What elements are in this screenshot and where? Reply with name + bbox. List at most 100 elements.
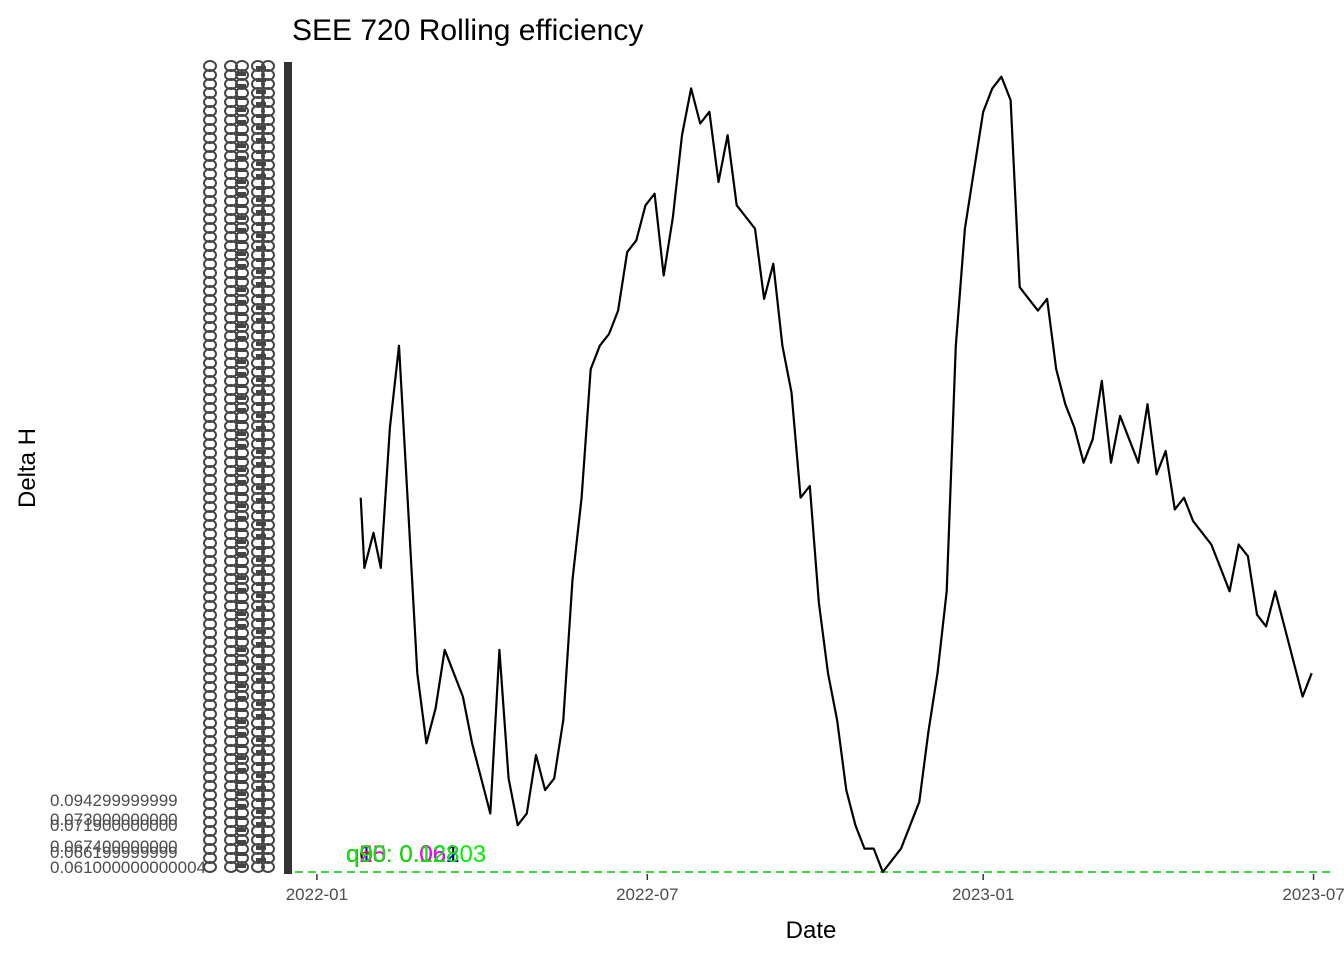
y-tick-label: 0.094299999999 xyxy=(50,791,178,810)
y-overlap-glyph xyxy=(236,600,246,604)
quantile-annotation: q90: 0.12803 xyxy=(346,841,486,868)
y-tick-label: 0.066199999999 xyxy=(50,843,178,862)
y-overlap-glyph xyxy=(256,486,266,490)
y-overlap-glyph xyxy=(236,576,246,580)
y-overlap-glyph xyxy=(236,372,246,376)
x-tick-label: 2022-07 xyxy=(616,885,678,904)
y-overlap-glyph xyxy=(256,222,266,226)
y-overlap-glyph xyxy=(236,792,246,796)
y-overlap-glyph xyxy=(256,666,266,670)
y-overlap-glyph xyxy=(256,306,266,310)
y-overlap-glyph xyxy=(236,756,246,760)
y-overlap-glyph xyxy=(256,798,266,802)
y-overlap-glyph xyxy=(256,690,266,694)
y-overlap-glyph xyxy=(256,426,266,430)
y-overlap-glyph xyxy=(256,342,266,346)
y-overlap-glyph xyxy=(256,414,266,418)
y-tick-label: 0.073000000000 xyxy=(50,810,178,829)
y-overlap-glyph xyxy=(236,468,246,472)
y-tick-label: 0.067400000000 xyxy=(50,837,178,856)
y-overlap-glyph xyxy=(236,744,246,748)
y-overlap-glyph xyxy=(256,318,266,322)
y-overlap-glyph xyxy=(236,156,246,160)
y-overlap-glyph xyxy=(256,66,266,70)
y-overlap-glyph xyxy=(256,270,266,274)
x-axis-label: Date xyxy=(786,917,837,944)
y-overlap-glyph xyxy=(236,816,246,820)
y-overlap-glyph xyxy=(256,618,266,622)
y-overlap-glyph xyxy=(256,654,266,658)
y-overlap-glyph xyxy=(236,264,246,268)
y-overlap-glyph xyxy=(256,774,266,778)
y-overlap-glyph xyxy=(236,612,246,616)
y-overlap-glyph xyxy=(256,210,266,214)
y-overlap-glyph xyxy=(256,858,266,862)
y-overlap-glyph xyxy=(236,768,246,772)
y-overlap-glyph xyxy=(236,456,246,460)
y-overlap-glyph xyxy=(236,204,246,208)
y-overlap-glyph xyxy=(256,234,266,238)
y-overlap-glyph xyxy=(256,162,266,166)
x-tick-label: 2023-07 xyxy=(1282,885,1344,904)
y-overlap-glyph xyxy=(256,258,266,262)
y-overlap-glyph xyxy=(256,354,266,358)
y-overlap-glyph xyxy=(236,384,246,388)
y-axis-label: Delta H xyxy=(14,428,41,508)
y-overlap-glyph xyxy=(256,186,266,190)
y-overlap-glyph xyxy=(236,648,246,652)
y-overlap-glyph xyxy=(256,582,266,586)
y-overlap-glyph xyxy=(236,444,246,448)
y-overlap-glyph xyxy=(236,396,246,400)
y-overlap-glyph xyxy=(256,702,266,706)
y-overlap-glyph xyxy=(236,564,246,568)
y-overlap-glyph xyxy=(256,642,266,646)
y-overlap-glyph xyxy=(236,360,246,364)
y-overlap-glyph xyxy=(236,864,246,868)
y-overlap-glyph xyxy=(236,732,246,736)
y-overlap-glyph xyxy=(256,390,266,394)
y-overlap-glyph xyxy=(256,606,266,610)
y-overlap-glyph xyxy=(256,534,266,538)
y-overlap-glyph xyxy=(236,348,246,352)
y-overlap-glyph xyxy=(256,102,266,106)
y-overlap-glyph xyxy=(236,684,246,688)
y-overlap-glyph xyxy=(256,138,266,142)
y-overlap-glyph xyxy=(256,126,266,130)
y-overlap-glyph xyxy=(256,402,266,406)
y-overlap-glyph xyxy=(236,420,246,424)
y-overlap-glyph xyxy=(236,552,246,556)
y-overlap-glyph xyxy=(256,738,266,742)
y-overlap-glyph xyxy=(236,540,246,544)
y-axis-ticks xyxy=(284,62,292,874)
quantile-annotation: q05: 0.061 xyxy=(346,841,459,868)
y-overlap-glyph xyxy=(256,750,266,754)
y-overlap-glyph xyxy=(256,810,266,814)
y-overlap-glyph xyxy=(236,708,246,712)
y-overlap-glyph xyxy=(236,168,246,172)
y-overlap-glyph xyxy=(256,558,266,562)
y-overlap-glyph xyxy=(256,78,266,82)
y-overlap-glyph xyxy=(236,528,246,532)
y-overlap-glyph xyxy=(256,834,266,838)
y-overlap-glyph xyxy=(236,192,246,196)
y-overlap-glyph xyxy=(236,96,246,100)
y-overlap-glyph xyxy=(256,630,266,634)
quantile-annotation: q10: 0.062 xyxy=(346,841,459,868)
x-axis: 2022-01 2022-07 2023-01 2023-07 xyxy=(286,874,1344,904)
y-overlap-glyph xyxy=(236,180,246,184)
y-overlap-glyph xyxy=(236,624,246,628)
y-overlap-glyph xyxy=(256,714,266,718)
y-overlap-glyph xyxy=(236,216,246,220)
y-overlap-glyph xyxy=(236,804,246,808)
y-overlap-glyph xyxy=(256,594,266,598)
y-overlap-glyph xyxy=(256,522,266,526)
y-overlap-glyph xyxy=(236,72,246,76)
y-overlap-glyph xyxy=(236,408,246,412)
y-overlap-glyph xyxy=(256,330,266,334)
y-overlap-glyph xyxy=(256,786,266,790)
y-overlap-glyph xyxy=(256,450,266,454)
quantile-annotation: q25: 0.068 xyxy=(346,841,459,868)
y-overlap-glyph xyxy=(256,198,266,202)
